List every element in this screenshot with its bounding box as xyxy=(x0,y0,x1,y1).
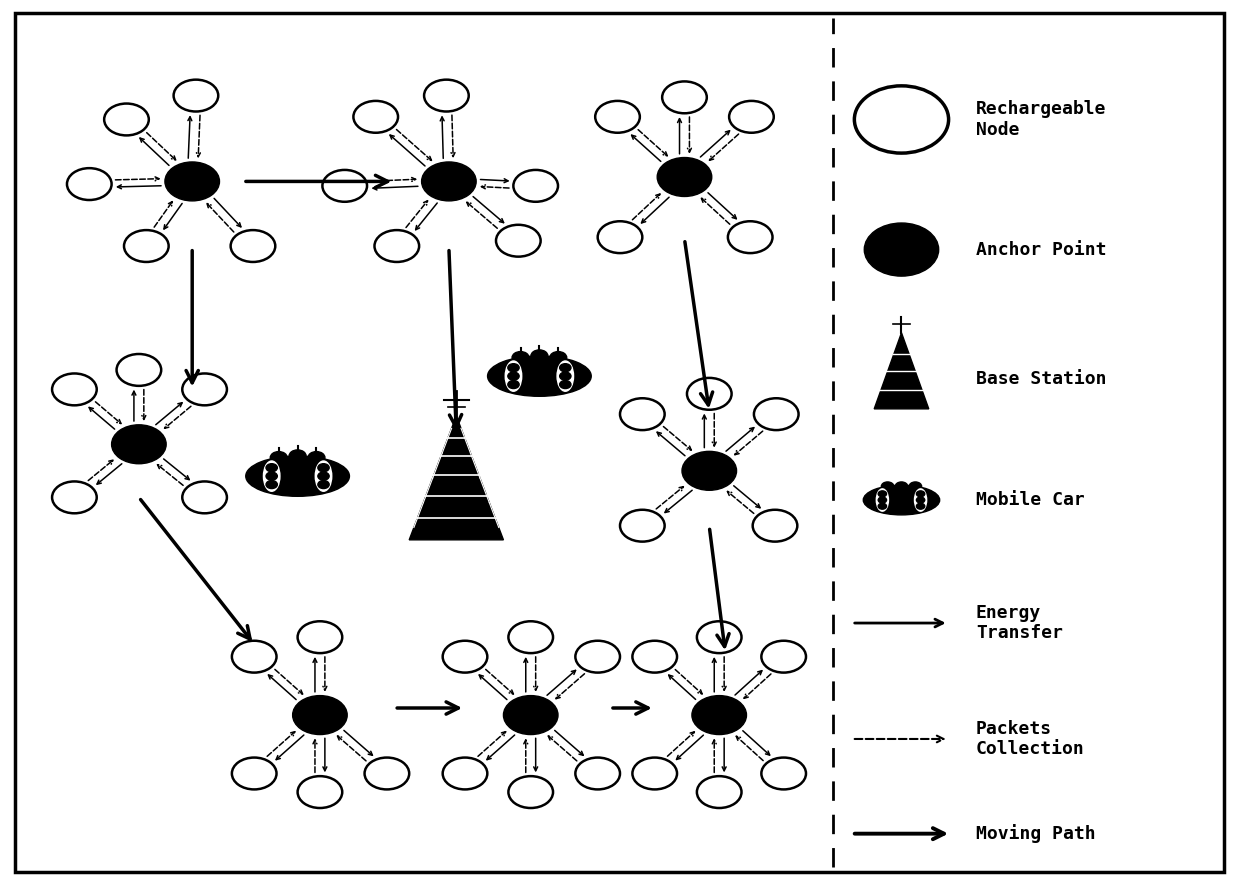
Ellipse shape xyxy=(487,356,591,396)
Circle shape xyxy=(531,350,548,362)
Circle shape xyxy=(882,482,894,491)
Circle shape xyxy=(317,464,329,472)
Circle shape xyxy=(508,372,520,381)
Text: Base Station: Base Station xyxy=(976,370,1106,388)
Circle shape xyxy=(878,504,887,509)
Circle shape xyxy=(267,472,278,481)
Ellipse shape xyxy=(246,456,350,496)
Circle shape xyxy=(308,451,325,464)
Circle shape xyxy=(549,351,567,364)
Circle shape xyxy=(559,372,570,381)
Circle shape xyxy=(895,482,908,491)
Circle shape xyxy=(267,464,278,472)
Circle shape xyxy=(508,364,520,372)
Circle shape xyxy=(682,451,737,490)
Ellipse shape xyxy=(315,461,332,491)
Text: Moving Path: Moving Path xyxy=(976,824,1095,843)
Text: Anchor Point: Anchor Point xyxy=(976,241,1106,258)
Circle shape xyxy=(508,381,520,389)
Circle shape xyxy=(878,491,887,496)
Circle shape xyxy=(289,450,306,462)
Ellipse shape xyxy=(863,485,940,515)
Circle shape xyxy=(503,696,558,735)
Ellipse shape xyxy=(263,461,280,491)
Ellipse shape xyxy=(557,361,574,391)
Text: Energy
Transfer: Energy Transfer xyxy=(976,604,1063,643)
Ellipse shape xyxy=(505,361,522,391)
Circle shape xyxy=(267,481,278,489)
Circle shape xyxy=(916,491,925,496)
Circle shape xyxy=(559,364,570,372)
Circle shape xyxy=(559,381,570,389)
Circle shape xyxy=(909,482,921,491)
Circle shape xyxy=(293,696,347,735)
Polygon shape xyxy=(874,333,929,409)
Ellipse shape xyxy=(877,489,888,512)
Circle shape xyxy=(864,223,939,276)
Circle shape xyxy=(692,696,746,735)
Circle shape xyxy=(422,162,476,201)
Text: Mobile Car: Mobile Car xyxy=(976,491,1085,509)
Text: Rechargeable
Node: Rechargeable Node xyxy=(976,100,1106,139)
Circle shape xyxy=(657,158,712,196)
Circle shape xyxy=(878,497,887,503)
Polygon shape xyxy=(409,416,503,540)
Circle shape xyxy=(165,162,219,201)
Circle shape xyxy=(916,497,925,503)
Text: Packets
Collection: Packets Collection xyxy=(976,720,1085,758)
Circle shape xyxy=(317,481,329,489)
Circle shape xyxy=(512,351,529,364)
Ellipse shape xyxy=(914,489,926,512)
Circle shape xyxy=(270,451,288,464)
Circle shape xyxy=(317,472,329,481)
Circle shape xyxy=(916,504,925,509)
Circle shape xyxy=(112,425,166,464)
